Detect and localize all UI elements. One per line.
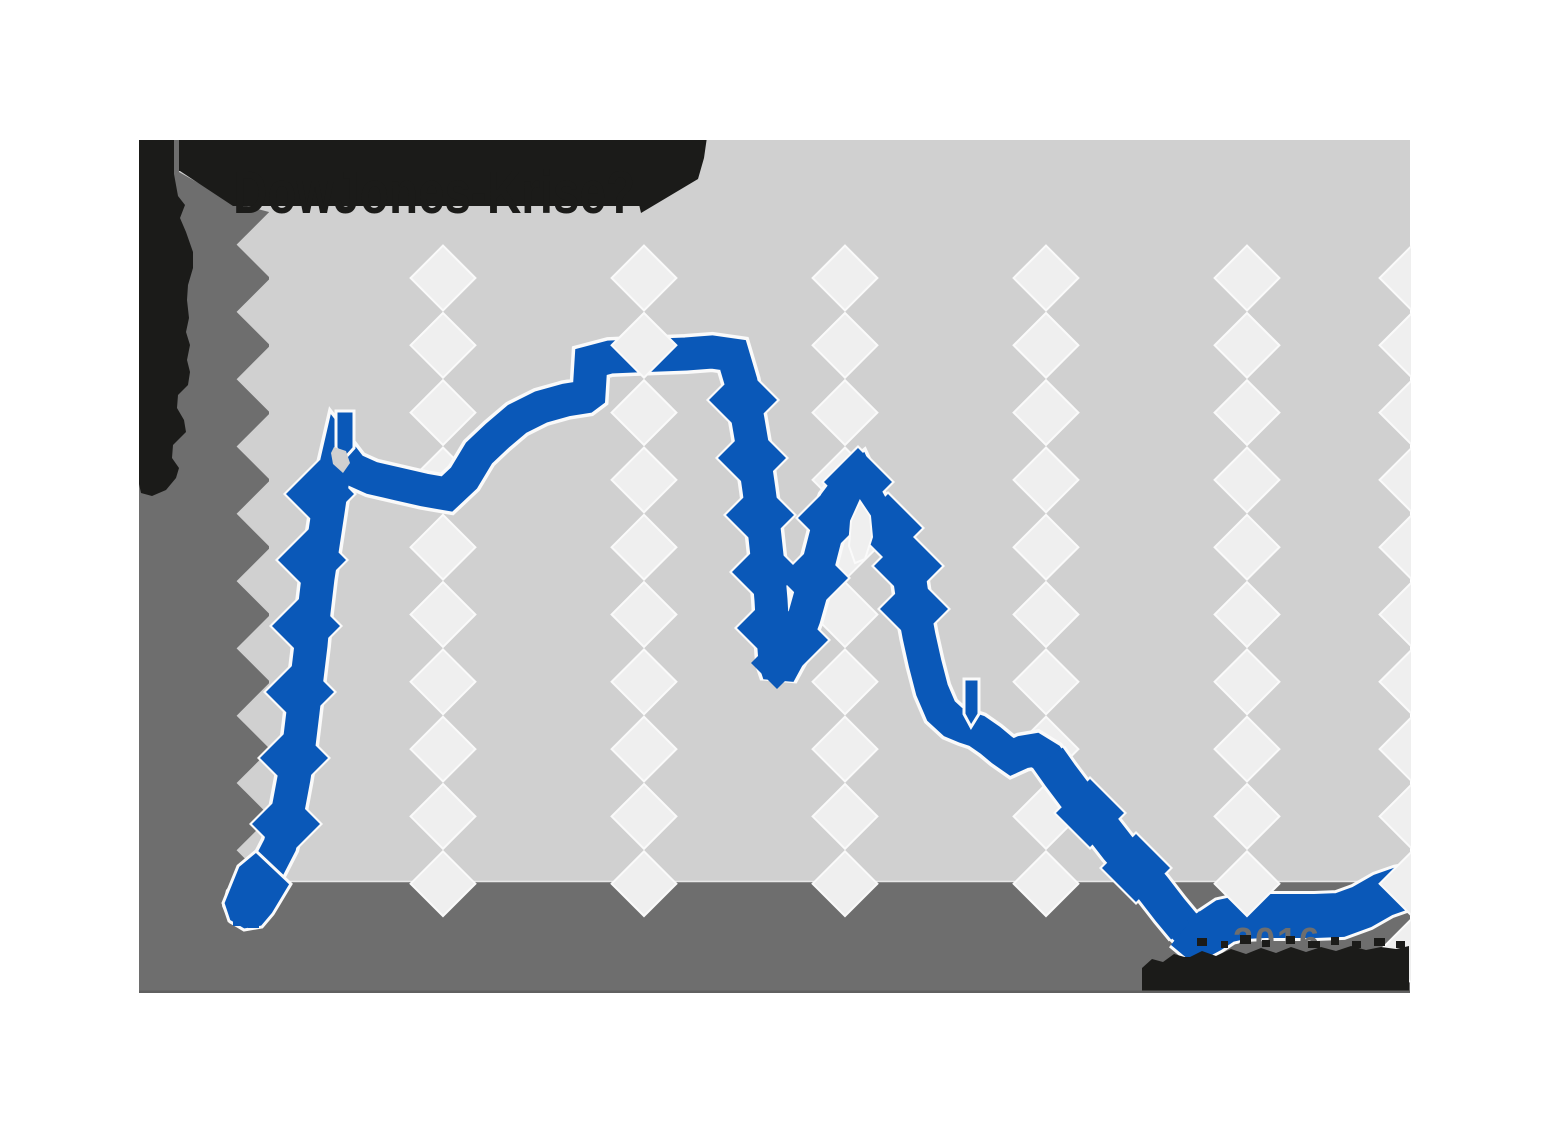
svg-text:DowJones-Krise?: DowJones-Krise? <box>233 159 635 226</box>
